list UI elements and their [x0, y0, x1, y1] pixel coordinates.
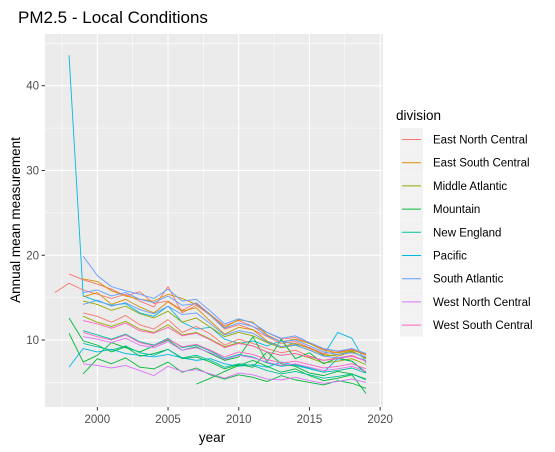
legend: division East North Central East South Ce…: [396, 108, 533, 337]
legend-label-west-south-central: West South Central: [433, 320, 533, 332]
legend-item-south-atlantic: South Atlantic: [400, 267, 504, 291]
legend-label-east-north-central: East North Central: [433, 135, 528, 147]
x-tick-label-0: 2000: [85, 414, 111, 426]
legend-item-east-north-central: East North Central: [400, 128, 528, 151]
series-line-west-south-central-21: [83, 331, 367, 370]
plot-panel: [45, 34, 383, 407]
series-line-mountain-9: [68, 317, 367, 380]
legend-item-new-england: New England: [400, 220, 501, 244]
series-line-south-atlantic-16: [83, 299, 367, 361]
legend-label-pacific: Pacific: [433, 251, 467, 263]
x-axis-ticks: 2000 2005 2010 2015 2020: [85, 407, 393, 426]
series-line-west-north-central-19: [83, 363, 367, 384]
legend-label-south-atlantic: South Atlantic: [433, 274, 504, 286]
y-tick-label-2: 30: [26, 165, 39, 177]
legend-items: East North Central East South Central Midd…: [400, 128, 533, 337]
series-line-east-south-central-5: [83, 278, 367, 355]
legend-label-east-south-central: East South Central: [433, 158, 530, 170]
x-tick-label-3: 2015: [297, 414, 323, 426]
legend-item-pacific: Pacific: [400, 244, 467, 267]
legend-label-middle-atlantic: Middle Atlantic: [433, 181, 507, 193]
legend-label-mountain: Mountain: [433, 204, 480, 216]
x-tick-label-2: 2010: [226, 414, 252, 426]
legend-title: division: [396, 108, 441, 123]
series-line-south-atlantic-15: [83, 289, 367, 358]
legend-item-middle-atlantic: Middle Atlantic: [400, 174, 507, 198]
legend-item-east-south-central: East South Central: [400, 151, 530, 175]
legend-item-west-north-central: West North Central: [400, 290, 531, 314]
y-axis-ticks: 10 20 30 40: [26, 81, 45, 347]
y-tick-label-3: 40: [26, 81, 39, 93]
series-layer: [54, 55, 367, 394]
series-line-south-atlantic-17: [82, 255, 367, 355]
series-line-mountain-12: [196, 359, 367, 394]
y-axis-label: Annual mean measurement: [8, 137, 23, 303]
series-line-west-north-central-18: [83, 336, 367, 372]
chart-title: PM2.5 - Local Conditions: [18, 8, 208, 27]
legend-item-west-south-central: West South Central: [400, 313, 533, 337]
legend-label-new-england: New England: [433, 227, 501, 239]
series-line-east-south-central-6: [83, 292, 367, 359]
y-tick-label-0: 10: [26, 335, 39, 347]
grid-minor: [45, 34, 383, 407]
series-line-west-south-central-20: [83, 320, 367, 362]
series-line-new-england-14: [83, 342, 367, 381]
x-tick-label-1: 2005: [155, 414, 181, 426]
series-line-middle-atlantic-7: [83, 315, 367, 366]
y-tick-label-1: 20: [26, 250, 39, 262]
legend-label-west-north-central: West North Central: [433, 297, 531, 309]
x-tick-label-4: 2020: [367, 414, 393, 426]
legend-item-mountain: Mountain: [400, 197, 480, 221]
series-line-mountain-10: [82, 357, 367, 389]
x-axis-label: year: [199, 430, 226, 445]
series-line-new-england-13: [83, 330, 367, 374]
